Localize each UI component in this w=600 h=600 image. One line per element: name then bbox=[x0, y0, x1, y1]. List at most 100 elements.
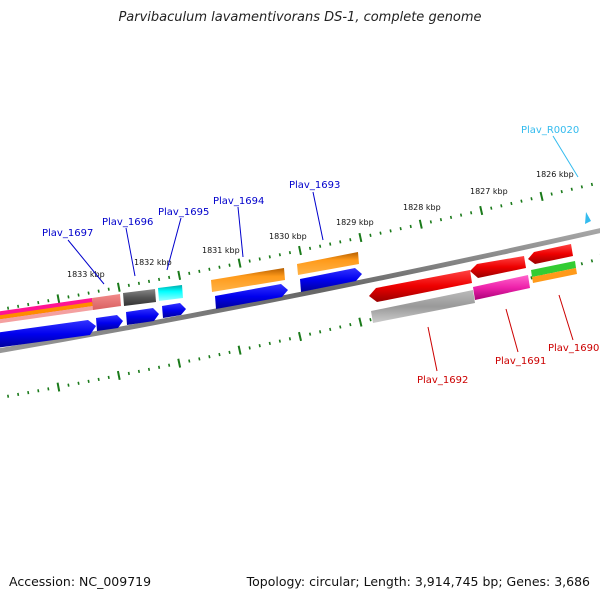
tick-label-1832: 1832 kbp bbox=[134, 258, 172, 267]
label-plav_1695[interactable]: Plav_1695 bbox=[158, 207, 209, 218]
outer-scale-tick bbox=[418, 219, 423, 229]
inner-scale-tick bbox=[168, 363, 171, 367]
tick-label-1833: 1833 kbp bbox=[67, 270, 105, 279]
outer-scale-tick bbox=[157, 277, 161, 282]
outer-scale-tick bbox=[177, 270, 182, 280]
outer-scale-tick bbox=[520, 199, 523, 203]
inner-scale-tick bbox=[358, 317, 363, 327]
outer-scale-tick bbox=[168, 275, 171, 280]
gene-plav_1693-box[interactable] bbox=[297, 252, 359, 275]
outer-scale-tick bbox=[429, 220, 432, 224]
inner-scale-tick bbox=[107, 375, 110, 380]
outer-scale-tick bbox=[278, 253, 281, 257]
genome-summary-text: Topology: circular; Length: 3,914,745 bp… bbox=[246, 574, 590, 589]
label-plav_1694[interactable]: Plav_1694 bbox=[213, 196, 264, 207]
gene-plav_1698-band3 bbox=[0, 306, 93, 324]
outer-scale-ring bbox=[7, 177, 600, 310]
inner-scale-tick bbox=[188, 359, 191, 363]
gene-plav_1690-box[interactable] bbox=[528, 244, 573, 264]
inner-scale-tick bbox=[329, 327, 332, 332]
outer-scale-tick bbox=[27, 302, 30, 307]
inner-scale-tick bbox=[369, 318, 372, 322]
outer-scale-tick bbox=[409, 224, 412, 229]
inner-scale-tick bbox=[530, 276, 533, 280]
inner-scale-tick bbox=[319, 330, 322, 334]
inner-scale-tick bbox=[278, 339, 281, 343]
gene-arrow-1[interactable] bbox=[0, 320, 96, 348]
gene-pink-box[interactable] bbox=[473, 275, 530, 300]
outer-scale-tick bbox=[500, 204, 503, 208]
gene-arrow-6[interactable] bbox=[300, 268, 362, 292]
inner-scale-tick bbox=[218, 352, 221, 357]
outer-scale-tick bbox=[399, 227, 402, 231]
gene-plav_1692-box[interactable] bbox=[369, 270, 472, 302]
label-plav_1693[interactable]: Plav_1693 bbox=[289, 180, 340, 191]
gene-labels: Plav_1697 Plav_1696 Plav_1695 Plav_1694 … bbox=[42, 125, 599, 386]
inner-scale-tick bbox=[208, 355, 211, 359]
outer-scale-tick bbox=[329, 242, 332, 246]
outer-scale-tick bbox=[470, 211, 473, 215]
inner-scale-tick bbox=[288, 337, 292, 341]
gene-plav_1694-box[interactable] bbox=[211, 268, 285, 292]
gene-plav_1697-box[interactable] bbox=[92, 294, 121, 310]
gene-plav_1691-box[interactable] bbox=[470, 256, 526, 278]
reverse-outer-row bbox=[369, 244, 577, 302]
inner-scale-tick bbox=[298, 331, 302, 342]
outer-scale-tick bbox=[459, 213, 463, 217]
inner-scale-tick bbox=[47, 387, 50, 391]
gene-green-band-orange[interactable] bbox=[532, 268, 577, 283]
outer-scale-tick bbox=[268, 255, 271, 259]
outer-scale-tick bbox=[77, 293, 80, 297]
outer-scale-tick bbox=[510, 201, 513, 206]
inner-scale-tick bbox=[248, 346, 251, 350]
gene-plav_1695-box[interactable] bbox=[158, 285, 183, 301]
inner-scale-tick bbox=[580, 262, 584, 266]
inner-scale-tick bbox=[157, 365, 161, 369]
label-plav_r0020[interactable]: Plav_R0020 bbox=[521, 125, 579, 136]
scale-labels: 1833 kbp 1832 kbp 1831 kbp 1830 kbp 1829… bbox=[67, 170, 574, 279]
label-plav_1692[interactable]: Plav_1692 bbox=[417, 375, 468, 386]
gene-arrow-2[interactable] bbox=[96, 315, 123, 331]
outer-scale-tick bbox=[590, 182, 594, 187]
inner-scale-tick bbox=[339, 325, 342, 329]
outer-scale-tick bbox=[67, 295, 70, 299]
gene-arrow-3[interactable] bbox=[126, 308, 159, 325]
tick-label-1830: 1830 kbp bbox=[269, 232, 307, 241]
leader-plav_1696 bbox=[125, 227, 136, 277]
outer-scale-tick bbox=[389, 229, 392, 233]
outer-scale-tick bbox=[319, 244, 322, 248]
outer-scale-tick bbox=[147, 279, 151, 284]
outer-scale-tick bbox=[137, 281, 141, 285]
reverse-inner-row bbox=[371, 275, 530, 323]
outer-scale-tick bbox=[228, 263, 231, 267]
gene-green-band[interactable] bbox=[531, 261, 576, 277]
inner-scale-tick bbox=[87, 379, 90, 383]
inner-scale-tick bbox=[147, 367, 151, 372]
label-leaders bbox=[67, 135, 579, 372]
label-plav_1691[interactable]: Plav_1691 bbox=[495, 356, 546, 367]
outer-scale-tick bbox=[87, 291, 90, 295]
label-plav_1690[interactable]: Plav_1690 bbox=[548, 343, 599, 354]
inner-scale-tick bbox=[177, 358, 182, 368]
label-plav_1697[interactable]: Plav_1697 bbox=[42, 228, 93, 239]
outer-scale-tick bbox=[218, 265, 221, 269]
gene-arrow-5[interactable] bbox=[215, 284, 288, 309]
inner-scale-tick bbox=[7, 394, 10, 398]
outer-scale-tick bbox=[358, 232, 363, 243]
gene-arrow-4[interactable] bbox=[162, 303, 186, 318]
rna-marker-icon[interactable] bbox=[585, 212, 591, 224]
inner-scale-tick bbox=[590, 259, 594, 263]
outer-scale-tick bbox=[127, 283, 130, 287]
outer-scale-tick bbox=[550, 192, 553, 196]
outer-scale-tick bbox=[308, 246, 312, 250]
gene-plav_1696-box[interactable] bbox=[123, 289, 156, 306]
outer-scale-tick bbox=[7, 306, 10, 310]
gene-gray-box[interactable] bbox=[371, 290, 475, 323]
inner-scale-tick bbox=[17, 392, 20, 397]
outer-scale-tick bbox=[449, 215, 453, 220]
label-plav_1696[interactable]: Plav_1696 bbox=[102, 217, 153, 228]
outer-scale-tick bbox=[188, 271, 191, 275]
map-title: Parvibaculum lavamentivorans DS-1, compl… bbox=[118, 10, 482, 25]
